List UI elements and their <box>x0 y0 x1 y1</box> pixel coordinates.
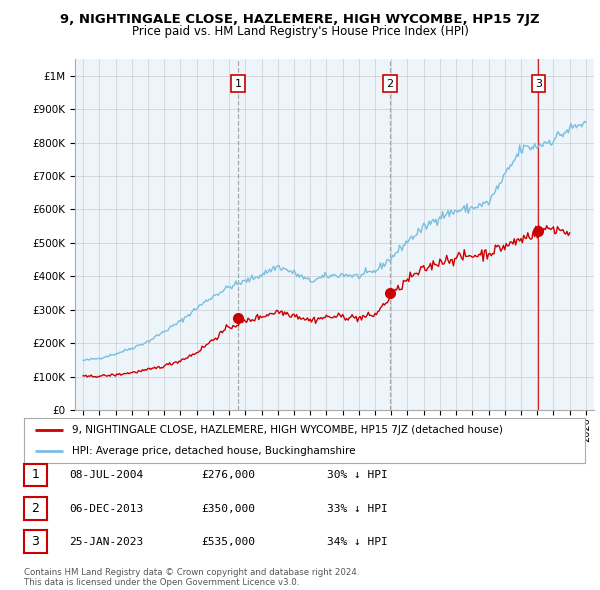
Text: £350,000: £350,000 <box>201 504 255 513</box>
Text: 3: 3 <box>535 78 542 88</box>
Text: 30% ↓ HPI: 30% ↓ HPI <box>327 470 388 480</box>
Bar <box>390 59 538 410</box>
Text: 3: 3 <box>31 535 40 548</box>
Text: 9, NIGHTINGALE CLOSE, HAZLEMERE, HIGH WYCOMBE, HP15 7JZ (detached house): 9, NIGHTINGALE CLOSE, HAZLEMERE, HIGH WY… <box>71 425 503 435</box>
Text: Price paid vs. HM Land Registry's House Price Index (HPI): Price paid vs. HM Land Registry's House … <box>131 25 469 38</box>
Text: 2: 2 <box>31 502 40 515</box>
Text: 9, NIGHTINGALE CLOSE, HAZLEMERE, HIGH WYCOMBE, HP15 7JZ: 9, NIGHTINGALE CLOSE, HAZLEMERE, HIGH WY… <box>60 13 540 26</box>
Text: 1: 1 <box>235 78 241 88</box>
Text: 08-JUL-2004: 08-JUL-2004 <box>69 470 143 480</box>
Text: 33% ↓ HPI: 33% ↓ HPI <box>327 504 388 513</box>
Text: 25-JAN-2023: 25-JAN-2023 <box>69 537 143 546</box>
Text: HPI: Average price, detached house, Buckinghamshire: HPI: Average price, detached house, Buck… <box>71 446 355 456</box>
Bar <box>238 59 390 410</box>
Text: £535,000: £535,000 <box>201 537 255 546</box>
Text: 06-DEC-2013: 06-DEC-2013 <box>69 504 143 513</box>
Text: 2: 2 <box>386 78 394 88</box>
Text: £276,000: £276,000 <box>201 470 255 480</box>
Text: 34% ↓ HPI: 34% ↓ HPI <box>327 537 388 546</box>
Text: 1: 1 <box>31 468 40 481</box>
Bar <box>75 59 238 410</box>
Text: Contains HM Land Registry data © Crown copyright and database right 2024.
This d: Contains HM Land Registry data © Crown c… <box>24 568 359 587</box>
Bar <box>538 59 594 410</box>
